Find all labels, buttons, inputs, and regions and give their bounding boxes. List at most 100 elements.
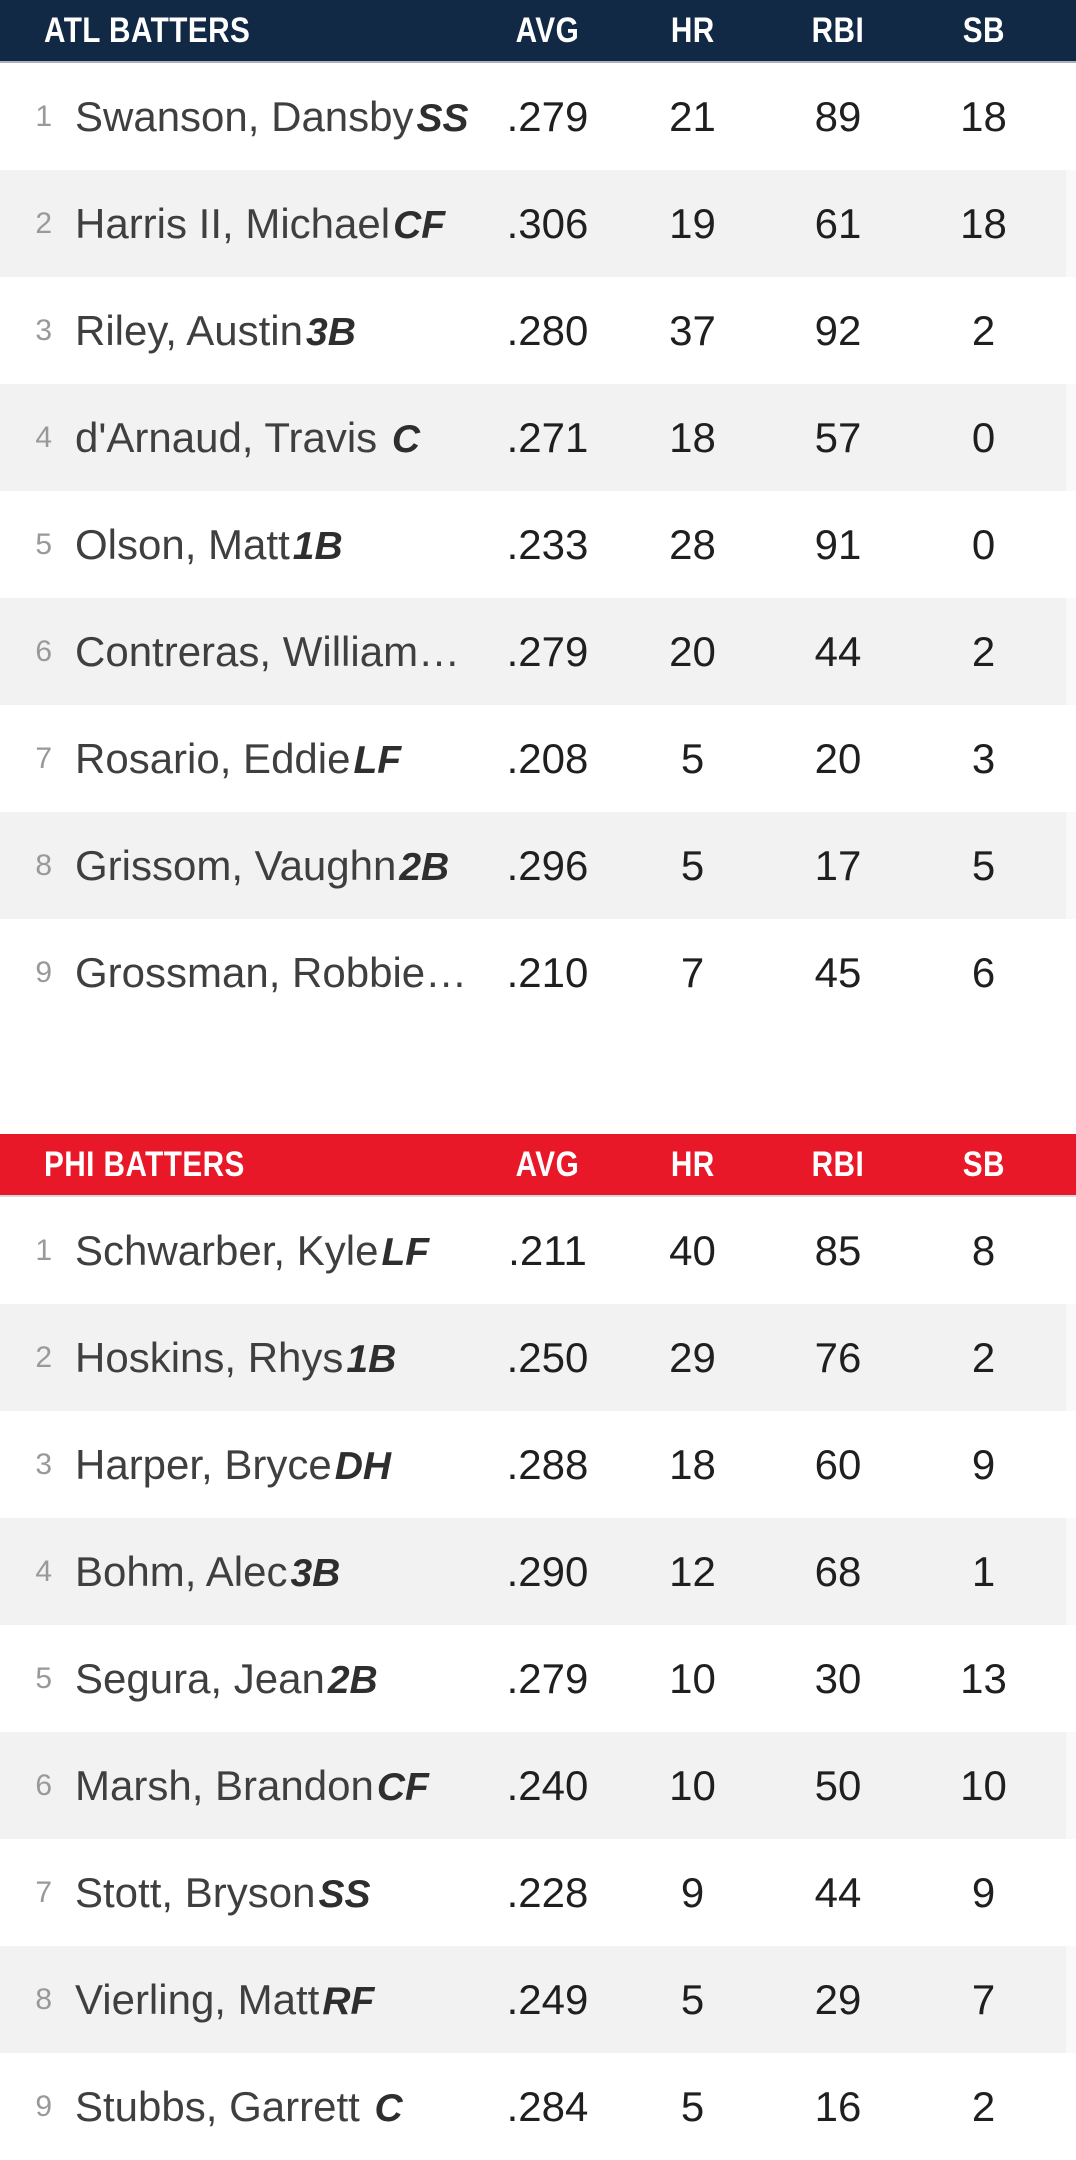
stat-rbi: 29 [814,1975,862,2023]
stat-avg: .208 [506,734,589,782]
player-rank: 6 [35,1768,52,1802]
player-row[interactable]: 2 Hoskins, Rhys1B .250 29 76 2 [0,1304,1076,1411]
player-row[interactable]: 7 Stott, BrysonSS .228 9 44 9 [0,1839,1076,1946]
player-name: Segura, Jean [75,1654,325,1702]
stat-hr: 9 [680,1868,705,1916]
stat-hr: 19 [669,199,716,247]
player-name-cell: Olson, Matt1B [62,521,475,569]
player-name-cell: Hoskins, Rhys1B [62,1334,475,1382]
stat-sb: 2 [971,2082,996,2130]
stat-hr: 5 [680,2082,705,2130]
stat-rbi: 91 [814,520,862,568]
player-rank: 8 [35,1982,52,2016]
table-title-text: ATL BATTERS [44,10,251,50]
stat-rbi: 16 [814,2082,862,2130]
stat-rbi: 68 [814,1547,862,1595]
stat-sb: 13 [960,1654,1007,1702]
player-position: C [391,417,421,461]
player-name-cell: d'Arnaud, Travis C [62,414,475,462]
player-row[interactable]: 9 Stubbs, Garrett C .284 5 16 2 [0,2053,1076,2160]
player-position: RF [322,1979,375,2023]
player-row[interactable]: 6 Contreras, William… .279 20 44 2 [0,598,1076,705]
stat-rbi: 44 [814,1868,862,1916]
player-row[interactable]: 9 Grossman, Robbie… .210 7 45 6 [0,919,1076,1026]
player-position: 3B [290,1551,341,1595]
player-row[interactable]: 4 Bohm, Alec3B .290 12 68 1 [0,1518,1076,1625]
player-row[interactable]: 1 Swanson, DansbySS .279 21 89 18 [0,63,1076,170]
player-name: Hoskins, Rhys [75,1333,344,1381]
player-rank: 3 [35,1447,52,1481]
stat-hr: 29 [669,1333,716,1381]
player-row[interactable]: 6 Marsh, BrandonCF .240 10 50 10 [0,1732,1076,1839]
player-rank: 4 [35,1554,52,1588]
player-row[interactable]: 1 Schwarber, KyleLF .211 40 85 8 [0,1197,1076,1304]
player-row[interactable]: 3 Riley, Austin3B .280 37 92 2 [0,277,1076,384]
player-row[interactable]: 5 Olson, Matt1B .233 28 91 0 [0,491,1076,598]
stat-avg: .288 [506,1440,589,1488]
stat-rbi: 45 [814,948,862,996]
stat-sb: 0 [971,520,996,568]
stat-avg: .233 [506,520,589,568]
stat-avg: .249 [506,1975,589,2023]
player-position: 2B [399,845,450,889]
player-name: Riley, Austin [75,306,303,354]
stat-hr: 40 [669,1226,716,1274]
player-name-cell: Grissom, Vaughn2B [62,842,475,890]
player-name-cell: Swanson, DansbySS [62,93,475,141]
player-position: SS [416,96,469,140]
player-name: Bohm, Alec [75,1547,288,1595]
player-row[interactable]: 2 Harris II, MichaelCF .306 19 61 18 [0,170,1076,277]
player-name: Stott, Bryson [75,1868,316,1916]
stat-rbi: 85 [814,1226,862,1274]
column-header-hr: HR [670,1144,715,1184]
stat-hr: 5 [680,841,705,889]
stat-rbi: 17 [814,841,862,889]
stat-avg: .250 [506,1333,589,1381]
stat-avg: .280 [506,306,589,354]
player-name: Rosario, Eddie [75,734,351,782]
player-row[interactable]: 4 d'Arnaud, Travis C .271 18 57 0 [0,384,1076,491]
player-name: Schwarber, Kyle [75,1226,379,1274]
stat-avg: .296 [506,841,589,889]
stat-sb: 9 [971,1868,996,1916]
player-position: SS [318,1872,371,1916]
player-rank: 3 [35,313,52,347]
player-name-cell: Marsh, BrandonCF [62,1762,475,1810]
stat-rbi: 92 [814,306,862,354]
stat-avg: .240 [506,1761,589,1809]
player-row[interactable]: 3 Harper, BryceDH .288 18 60 9 [0,1411,1076,1518]
stat-sb: 10 [960,1761,1007,1809]
stat-sb: 9 [971,1440,996,1488]
column-header-avg: AVG [515,10,580,50]
stat-rbi: 60 [814,1440,862,1488]
stat-sb: 3 [971,734,996,782]
player-row[interactable]: 7 Rosario, EddieLF .208 5 20 3 [0,705,1076,812]
player-rank: 7 [35,1875,52,1909]
stat-avg: .271 [506,413,589,461]
stat-avg: .290 [506,1547,589,1595]
player-name: Swanson, Dansby [75,92,414,140]
stat-hr: 12 [669,1547,716,1595]
column-header-avg: AVG [515,1144,580,1184]
stat-hr: 10 [669,1761,716,1809]
stat-avg: .228 [506,1868,589,1916]
player-row[interactable]: 8 Grissom, Vaughn2B .296 5 17 5 [0,812,1076,919]
stat-hr: 20 [669,627,716,675]
player-position: 3B [306,310,356,354]
stat-sb: 7 [971,1975,996,2023]
player-row[interactable]: 5 Segura, Jean2B .279 10 30 13 [0,1625,1076,1732]
stat-sb: 6 [971,948,996,996]
player-position: 1B [292,524,343,568]
player-name-cell: Stubbs, Garrett C [62,2083,475,2131]
player-name: Grossman, Robbie… [75,948,468,996]
stat-avg: .279 [506,92,589,140]
player-row[interactable]: 8 Vierling, MattRF .249 5 29 7 [0,1946,1076,2053]
player-name: Contreras, William… [75,627,461,675]
atl-table-header: ATL BATTERS AVG HR RBI SB [0,0,1076,63]
stat-sb: 5 [971,841,996,889]
phi-batters-table: PHI BATTERS AVG HR RBI SB 1 Schwarber, Ky… [0,1134,1076,2160]
stat-hr: 5 [680,1975,705,2023]
stat-avg: .284 [506,2082,589,2130]
player-name-cell: Segura, Jean2B [62,1655,475,1703]
player-position: CF [376,1765,429,1809]
